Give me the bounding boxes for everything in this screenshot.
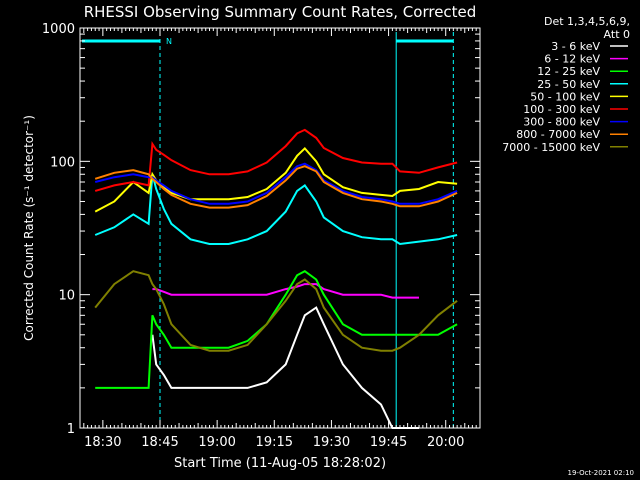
night-label: N [166,37,172,46]
x-axis-label: Start Time (11-Aug-05 18:28:02) [174,456,386,471]
series-line-8 [94,165,458,209]
x-tick-label: 19:45 [370,435,407,450]
legend-header-line2: Att 0 [604,28,630,41]
legend-label-7: 300 - 800 keV [523,116,600,129]
legend-label-5: 50 - 100 keV [530,90,600,103]
legend-label-3: 12 - 25 keV [537,65,600,78]
x-tick-label: 19:00 [198,435,235,450]
y-tick-label: 10 [58,289,75,304]
y-axis-label: Corrected Count Rate (s⁻¹ detector⁻¹) [22,115,36,341]
y-tick-label: 100 [50,155,75,170]
y-tick-label: 1 [67,422,75,437]
x-tick-label: 18:30 [84,435,121,450]
x-tick-label: 19:30 [313,435,350,450]
plot-frame [79,27,481,429]
legend-label-4: 25 - 50 keV [537,78,600,91]
footer-timestamp: 19-Oct-2021 02:10 [568,469,634,477]
y-axis: 1 10 100 1000 [42,22,480,437]
series-line-9 [94,270,458,352]
series-line-3 [95,270,458,389]
x-tick-label: 18:45 [141,435,178,450]
series-line-1 [151,306,419,429]
y-tick-label: 1000 [42,22,75,37]
legend-label-2: 6 - 12 keV [544,53,600,66]
x-tick-label: 19:15 [256,435,293,450]
series-line-7 [94,162,458,205]
night-interval-markers: N [82,32,454,428]
series-line-5 [94,146,458,213]
legend-label-6: 100 - 300 keV [523,103,600,116]
legend-header-line1: Det 1,3,4,5,6,9, [544,15,630,28]
series-line-6 [94,128,458,192]
series-layer [94,128,458,429]
x-axis: 18:30 18:45 19:00 19:15 19:30 19:45 20:00 [79,28,481,450]
legend-label-1: 3 - 6 keV [551,40,600,53]
legend-label-9: 7000 - 15000 keV [502,141,600,154]
chart-title: RHESSI Observing Summary Count Rates, Co… [84,3,477,21]
legend-label-8: 800 - 7000 keV [516,128,600,141]
x-tick-label: 20:00 [427,435,464,450]
series-line-2 [152,283,419,299]
